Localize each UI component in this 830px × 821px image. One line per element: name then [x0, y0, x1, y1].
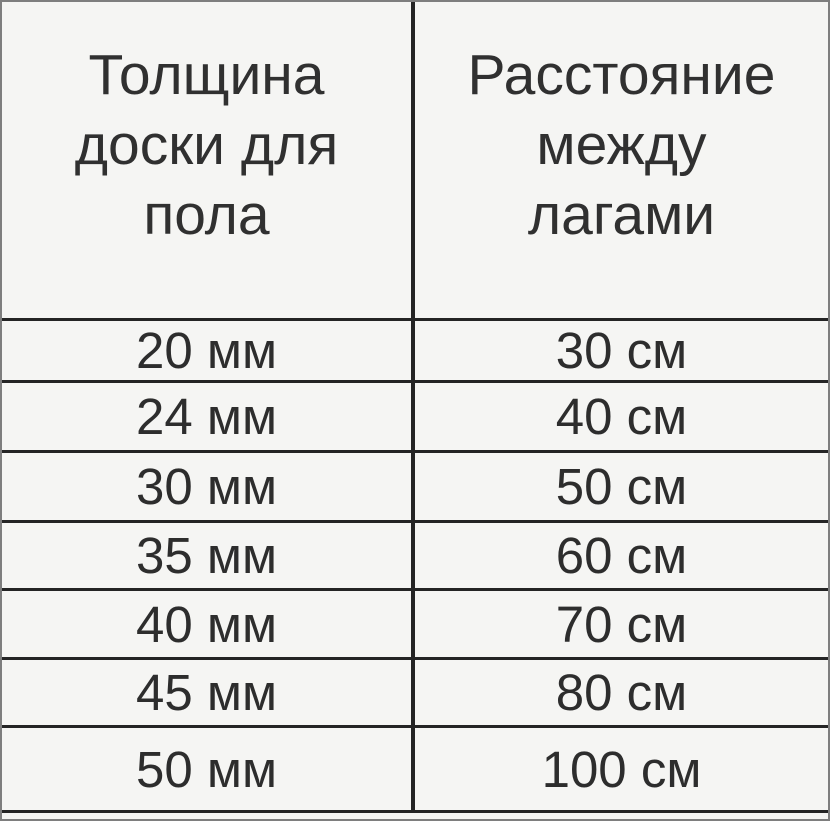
thickness-value: 24 мм [2, 383, 415, 450]
table-row: 30 мм 50 см [2, 450, 828, 520]
distance-value: 80 см [555, 664, 688, 721]
table-row: 45 мм 80 см [2, 657, 828, 725]
distance-value: 100 см [541, 740, 702, 798]
thickness-value: 20 мм [2, 321, 415, 380]
column-header-board-thickness: Толщина доски для пола [2, 2, 415, 318]
column-header-board-thickness-label: Толщина доски для пола [74, 43, 339, 247]
table-row: 35 мм 60 см [2, 520, 828, 588]
distance-value: 70 см [555, 595, 688, 653]
distance-value: 60 см [555, 527, 688, 584]
table-row: 24 мм 40 см [2, 380, 828, 450]
thickness-value: 45 мм [2, 660, 415, 725]
table-row: 40 мм 70 см [2, 588, 828, 657]
distance-value: 30 см [555, 322, 688, 379]
column-header-joist-distance-label: Расстояние между лагами [467, 43, 776, 247]
table-row: 50 мм 100 см [2, 725, 828, 813]
distance-value: 50 см [555, 458, 688, 515]
column-header-joist-distance: Расстояние между лагами [415, 2, 828, 318]
table-row: 20 мм 30 см [2, 318, 828, 380]
thickness-value: 30 мм [2, 453, 415, 520]
thickness-value: 40 мм [2, 591, 415, 657]
table-header-row: Толщина доски для пола Расстояние между … [2, 2, 828, 318]
thickness-value: 35 мм [2, 523, 415, 588]
thickness-value: 50 мм [2, 728, 415, 810]
distance-value: 40 см [555, 388, 688, 445]
